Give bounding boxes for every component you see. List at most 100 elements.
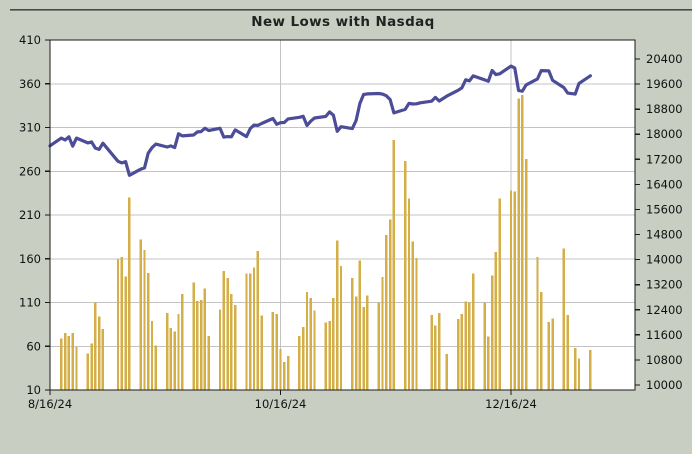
bar [173, 331, 176, 390]
bar [275, 313, 278, 390]
bar [120, 257, 123, 390]
axis-ticks [45, 39, 640, 395]
left-axis-label: 210 [19, 208, 41, 222]
bar [71, 333, 74, 390]
bar [509, 190, 513, 390]
right-axis-label: 15600 [646, 202, 683, 216]
bar [434, 325, 437, 391]
bar [90, 343, 93, 390]
bar [464, 301, 467, 390]
x-axis-label: 8/16/24 [28, 397, 72, 411]
bar [392, 139, 396, 391]
bar [154, 345, 157, 390]
bar [524, 159, 528, 390]
bar [351, 278, 354, 390]
bar [468, 302, 471, 390]
bar [513, 191, 516, 390]
bar [456, 319, 460, 390]
bar [139, 239, 142, 390]
nasdaq-line [48, 64, 593, 177]
bar [536, 257, 539, 390]
bar [324, 322, 327, 390]
bar [574, 348, 577, 390]
bar [279, 348, 282, 390]
right-axis-label: 10000 [646, 378, 683, 392]
bar [407, 198, 411, 390]
bar [494, 251, 498, 391]
bar [336, 240, 339, 390]
bar [298, 335, 301, 391]
bar [169, 327, 173, 390]
bar [377, 302, 380, 390]
bar [339, 265, 343, 391]
bar [147, 272, 150, 391]
bar [222, 271, 225, 390]
frame-line [10, 9, 692, 11]
right-axis-label: 12400 [646, 303, 683, 317]
left-axis-label: 360 [19, 77, 41, 91]
bar [472, 273, 475, 390]
bar [438, 313, 441, 390]
new-lows-bars [60, 95, 592, 391]
bar [150, 320, 154, 390]
bar [404, 160, 407, 391]
bar [366, 295, 369, 390]
bar [86, 353, 89, 391]
bar [521, 95, 524, 390]
bar [547, 321, 550, 391]
bar [60, 338, 63, 390]
left-axis-label: 60 [26, 339, 41, 353]
bar [362, 306, 365, 390]
bar [260, 315, 263, 390]
right-axis-label: 20400 [646, 52, 683, 66]
bar [430, 314, 433, 391]
bar [192, 282, 195, 390]
bar [234, 305, 237, 390]
bar [302, 327, 305, 390]
bar [286, 355, 290, 390]
bar [67, 335, 71, 391]
left-axis-label: 110 [19, 296, 41, 310]
right-axis-label: 11600 [646, 328, 683, 342]
right-axis-label: 14800 [646, 228, 683, 242]
left-axis-label: 310 [19, 121, 41, 135]
bar [181, 293, 184, 391]
bar [498, 198, 501, 390]
bar [577, 358, 581, 390]
right-axis-label: 19600 [646, 77, 683, 91]
bar [63, 333, 67, 390]
bar [226, 278, 229, 390]
right-axis-label: 18800 [646, 102, 683, 116]
left-axis-label: 160 [19, 252, 41, 266]
bar [517, 98, 520, 390]
left-axis-label: 410 [19, 33, 41, 47]
bar [165, 313, 169, 390]
bar [589, 349, 592, 391]
bar [271, 312, 275, 390]
right-axis-label: 14000 [646, 253, 683, 267]
bar [332, 298, 335, 390]
bar [124, 276, 127, 391]
bar [358, 260, 362, 390]
bar [143, 250, 146, 390]
bar [385, 235, 388, 390]
bar [445, 354, 448, 390]
x-axis-label: 12/16/24 [485, 397, 537, 411]
bar [411, 241, 414, 391]
bar [309, 298, 312, 390]
bar [551, 318, 554, 391]
bar [328, 320, 331, 390]
bar [101, 328, 105, 391]
right-axis-label: 17200 [646, 152, 683, 166]
left-axis-label: 10 [26, 383, 41, 397]
right-axis-label: 10800 [646, 353, 683, 367]
bar [490, 275, 494, 390]
bar [313, 310, 316, 390]
right-axis-label: 13200 [646, 278, 683, 292]
bar [256, 250, 259, 390]
bar [207, 335, 210, 391]
bar [562, 248, 566, 391]
bar [199, 299, 203, 390]
bar [283, 362, 286, 390]
